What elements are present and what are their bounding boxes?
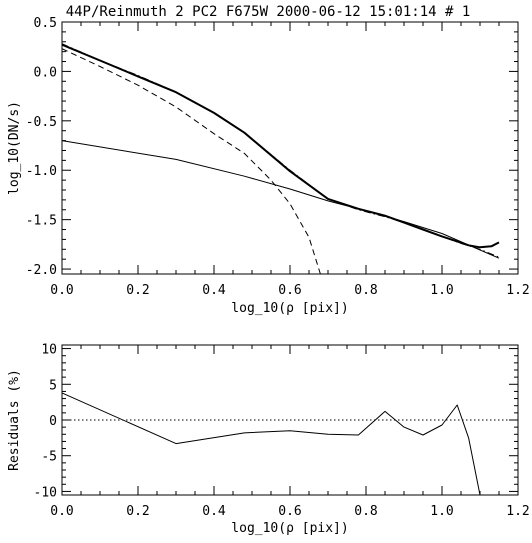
- series-group: [61, 43, 500, 275]
- y-tick-label: -0.5: [26, 115, 57, 130]
- series-line-dashed: [61, 48, 321, 275]
- y-tick-label: -2.0: [26, 263, 57, 278]
- series-line-thin-solid: [61, 392, 488, 496]
- residuals-panel: 10 5 0 -5 -10 0.0 0.2 0.4 0.6 0.8 1.0 1.2 log_10(ρ…: [7, 343, 530, 536]
- y-tick-label: 0.0: [34, 65, 57, 80]
- y-axis: 0.5 0.0 -0.5 -1.0 -1.5 -2.0: [26, 16, 518, 278]
- profile-panel: 44P/Reinmuth 2 PC2 F675W 2000-06-12 15:0…: [7, 4, 530, 316]
- chart-title: 44P/Reinmuth 2 PC2 F675W 2000-06-12 15:0…: [66, 4, 471, 20]
- x-tick-label: 0.0: [50, 283, 73, 298]
- x-axis: 0.0 0.2 0.4 0.6 0.8 1.0 1.2: [50, 345, 530, 519]
- series-line-thin-solid: [61, 140, 500, 259]
- y-tick-label: -1.0: [26, 164, 57, 179]
- x-tick-label: 0.2: [126, 504, 149, 519]
- x-tick-label: 0.2: [126, 283, 149, 298]
- y-tick-label: 10: [41, 343, 57, 358]
- y-tick-label: 0: [49, 414, 57, 429]
- y-axis: 10 5 0 -5 -10: [34, 343, 518, 500]
- x-tick-label: 0.6: [278, 283, 301, 298]
- x-tick-label: 1.2: [506, 283, 529, 298]
- y-tick-label: 0.5: [34, 16, 57, 31]
- x-tick-label: 0.4: [202, 504, 226, 519]
- x-tick-label: 0.0: [50, 504, 73, 519]
- y-tick-label: 5: [49, 378, 57, 393]
- x-tick-label: 0.8: [354, 283, 377, 298]
- x-tick-label: 1.2: [506, 504, 529, 519]
- x-tick-label: 1.0: [430, 283, 453, 298]
- x-axis-label: log_10(ρ [pix]): [231, 521, 348, 536]
- x-tick-label: 0.4: [202, 283, 226, 298]
- x-axis-label: log_10(ρ [pix]): [231, 301, 348, 316]
- series-group: [61, 392, 488, 496]
- x-axis: 0.0 0.2 0.4 0.6 0.8 1.0 1.2: [50, 22, 530, 298]
- y-axis-label: Residuals (%): [7, 369, 22, 471]
- y-tick-label: -1.5: [26, 214, 57, 229]
- y-tick-label: -10: [34, 485, 57, 500]
- y-tick-label: -5: [41, 450, 57, 465]
- x-tick-label: 0.8: [354, 504, 377, 519]
- y-axis-label: log_10(DN/s): [7, 101, 22, 195]
- series-line-dash-dot: [61, 43, 500, 258]
- x-tick-label: 0.6: [278, 504, 301, 519]
- x-tick-label: 1.0: [430, 504, 453, 519]
